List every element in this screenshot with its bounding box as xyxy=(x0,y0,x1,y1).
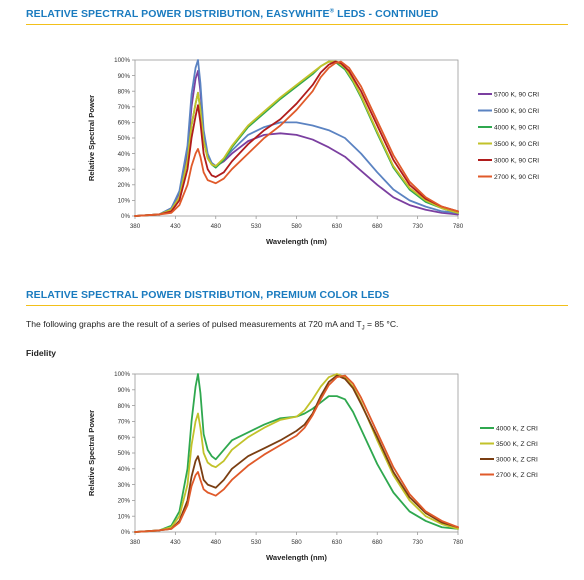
y-tick-label: 30% xyxy=(118,166,131,173)
section-divider xyxy=(26,24,568,25)
section-title-easywhite: RELATIVE SPECTRAL POWER DISTRIBUTION, EA… xyxy=(26,8,438,20)
spd-chart-premium: 0% 10% 20% 30% 40% 50% 60% 70% 80% 90% 100% 380 430 4… xyxy=(87,371,538,562)
y-tick-label: 90% xyxy=(118,387,131,394)
legend-label: 4000 K, 90 CRI xyxy=(494,124,539,131)
series-line-6 xyxy=(134,60,459,217)
legend-label: 3000 K, Z CRI xyxy=(496,456,538,463)
spd-chart-easywhite: 0% 10% 20% 30% 40% 50% 60% 70% 80% 90% 100% 380 430 4… xyxy=(87,57,539,246)
x-axis-label: Wavelength (nm) xyxy=(266,553,327,562)
y-tick-label: 60% xyxy=(118,434,131,441)
measurement-note: The following graphs are the result of a… xyxy=(26,319,398,332)
y-tick-label: 20% xyxy=(118,498,131,505)
y-tick-label: 20% xyxy=(118,182,131,189)
y-tick-label: 40% xyxy=(118,466,131,473)
note-text: The following graphs are the result of a… xyxy=(26,319,362,329)
y-tick-label: 40% xyxy=(118,151,131,158)
y-tick-label: 90% xyxy=(118,73,131,80)
section-title-tail: LEDS - CONTINUED xyxy=(334,8,439,20)
x-tick-label: 780 xyxy=(453,539,464,546)
legend-label: 3500 K, 90 CRI xyxy=(494,141,539,148)
series-line-1 xyxy=(134,373,459,533)
y-tick-label: 100% xyxy=(114,371,130,378)
y-tick-label: 30% xyxy=(118,482,131,489)
section-title-main: RELATIVE SPECTRAL POWER DISTRIBUTION, EA… xyxy=(26,8,330,20)
x-tick-label: 480 xyxy=(211,223,222,230)
legend-label: 3000 K, 90 CRI xyxy=(494,157,539,164)
section-title-premium: RELATIVE SPECTRAL POWER DISTRIBUTION, PR… xyxy=(26,289,390,301)
y-tick-label: 50% xyxy=(118,450,131,457)
x-tick-label: 680 xyxy=(372,539,383,546)
section-divider xyxy=(26,305,568,306)
series-line-5 xyxy=(134,60,459,217)
y-tick-label: 70% xyxy=(118,104,131,111)
y-tick-label: 50% xyxy=(118,135,131,142)
x-tick-label: 380 xyxy=(130,539,141,546)
x-tick-label: 380 xyxy=(130,223,141,230)
x-tick-label: 430 xyxy=(170,539,181,546)
y-axis-label: Relative Spectral Power xyxy=(87,95,96,181)
note-text-end: = 85 °C. xyxy=(364,319,399,329)
x-tick-label: 430 xyxy=(170,223,181,230)
y-axis-label: Relative Spectral Power xyxy=(87,410,96,496)
y-tick-label: 10% xyxy=(118,513,131,520)
registered-mark: ® xyxy=(329,8,335,15)
y-tick-label: 100% xyxy=(114,57,130,64)
x-tick-label: 580 xyxy=(291,539,302,546)
fidelity-heading: Fidelity xyxy=(26,348,57,358)
legend-label: 5700 K, 90 CRI xyxy=(494,91,539,98)
y-tick-label: 80% xyxy=(118,403,131,410)
legend-label: 2700 K, Z CRI xyxy=(496,472,538,479)
x-tick-label: 530 xyxy=(251,539,262,546)
y-tick-label: 70% xyxy=(118,419,131,426)
x-tick-label: 530 xyxy=(251,223,262,230)
legend-label: 4000 K, Z CRI xyxy=(496,425,538,432)
series-line-4 xyxy=(134,374,459,533)
x-axis-label: Wavelength (nm) xyxy=(266,237,327,246)
x-tick-label: 580 xyxy=(291,223,302,230)
series-line-2 xyxy=(134,59,459,217)
x-tick-label: 630 xyxy=(332,539,343,546)
x-tick-label: 730 xyxy=(412,223,423,230)
x-tick-label: 480 xyxy=(211,539,222,546)
legend-label: 2700 K, 90 CRI xyxy=(494,174,539,181)
x-tick-label: 730 xyxy=(412,539,423,546)
y-tick-label: 0% xyxy=(121,213,130,220)
y-tick-label: 80% xyxy=(118,88,131,95)
series-line-3 xyxy=(134,374,459,533)
y-tick-label: 10% xyxy=(118,198,131,205)
x-tick-label: 680 xyxy=(372,223,383,230)
legend-label: 3500 K, Z CRI xyxy=(496,441,538,448)
note-subscript: J xyxy=(361,325,365,332)
y-tick-label: 60% xyxy=(118,120,131,127)
x-tick-label: 780 xyxy=(453,223,464,230)
legend-label: 5000 K, 90 CRI xyxy=(494,108,539,115)
x-tick-label: 630 xyxy=(332,223,343,230)
y-tick-label: 0% xyxy=(121,529,130,536)
series-line-4 xyxy=(134,60,459,217)
